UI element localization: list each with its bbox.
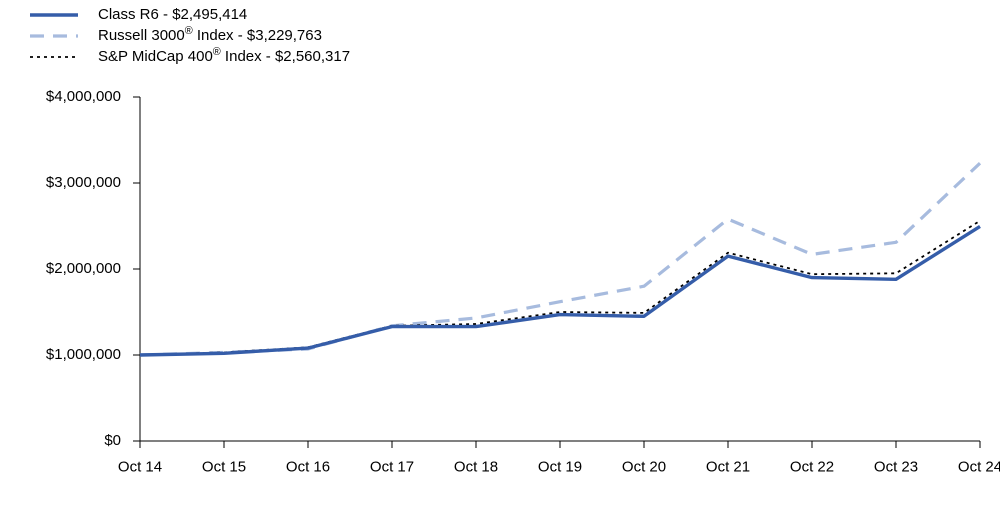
x-tick-label: Oct 24	[958, 458, 1000, 475]
x-tick-label: Oct 21	[706, 458, 750, 475]
x-tick-label: Oct 15	[202, 458, 246, 475]
legend-label: Russell 3000® Index - $3,229,763	[98, 27, 322, 44]
x-tick-label: Oct 14	[118, 458, 162, 475]
legend-item: Class R6 - $2,495,414	[30, 4, 350, 25]
x-tick-label: Oct 19	[538, 458, 582, 475]
legend-value: $2,495,414	[172, 6, 247, 23]
series-line	[140, 163, 980, 355]
series-line	[140, 226, 980, 355]
x-tick-label: Oct 18	[454, 458, 498, 475]
y-tick-label: $1,000,000	[46, 346, 121, 363]
legend-swatch	[30, 26, 78, 46]
x-tick-label: Oct 22	[790, 458, 834, 475]
legend-label-prefix: S&P MidCap 400	[98, 48, 213, 65]
legend-label-prefix: Russell 3000	[98, 27, 185, 44]
legend-label: Class R6 - $2,495,414	[98, 6, 247, 23]
legend-label-suffix: Index -	[193, 27, 247, 44]
legend-item: Russell 3000® Index - $3,229,763	[30, 25, 350, 46]
legend: Class R6 - $2,495,414Russell 3000® Index…	[30, 4, 350, 67]
registered-mark: ®	[185, 25, 193, 37]
y-tick-label: $0	[104, 432, 121, 449]
x-tick-label: Oct 17	[370, 458, 414, 475]
legend-value: $3,229,763	[247, 27, 322, 44]
legend-swatch	[30, 5, 78, 25]
series-line	[140, 221, 980, 355]
chart-svg: $0 $1,000,000 $2,000,000 $3,000,000 $4,000,0…	[0, 0, 1000, 523]
legend-item: S&P MidCap 400® Index - $2,560,317	[30, 46, 350, 67]
y-tick-label: $2,000,000	[46, 260, 121, 277]
legend-label-suffix: Index -	[221, 48, 275, 65]
legend-label-prefix: Class R6 -	[98, 6, 172, 23]
x-tick-label: Oct 16	[286, 458, 330, 475]
legend-value: $2,560,317	[275, 48, 350, 65]
x-tick-label: Oct 23	[874, 458, 918, 475]
registered-mark: ®	[213, 46, 221, 58]
x-tick-label: Oct 20	[622, 458, 666, 475]
legend-label: S&P MidCap 400® Index - $2,560,317	[98, 48, 350, 65]
growth-line-chart: Class R6 - $2,495,414Russell 3000® Index…	[0, 0, 1000, 523]
y-tick-label: $4,000,000	[46, 88, 121, 105]
y-tick-label: $3,000,000	[46, 174, 121, 191]
legend-swatch	[30, 47, 78, 67]
